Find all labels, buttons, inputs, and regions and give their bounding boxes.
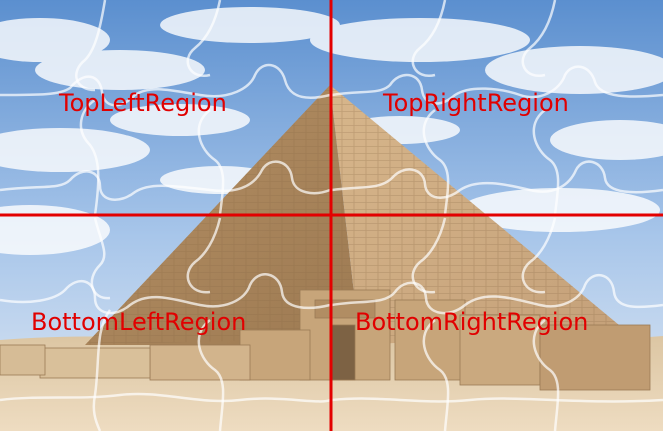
top-left-region-label: TopLeftRegion <box>59 89 227 117</box>
bottom-right-region-label: BottomRightRegion <box>355 308 589 336</box>
bottom-left-region-label: BottomLeftRegion <box>31 308 247 336</box>
ruins <box>0 289 651 391</box>
top-right-region-label: TopRightRegion <box>383 89 569 117</box>
